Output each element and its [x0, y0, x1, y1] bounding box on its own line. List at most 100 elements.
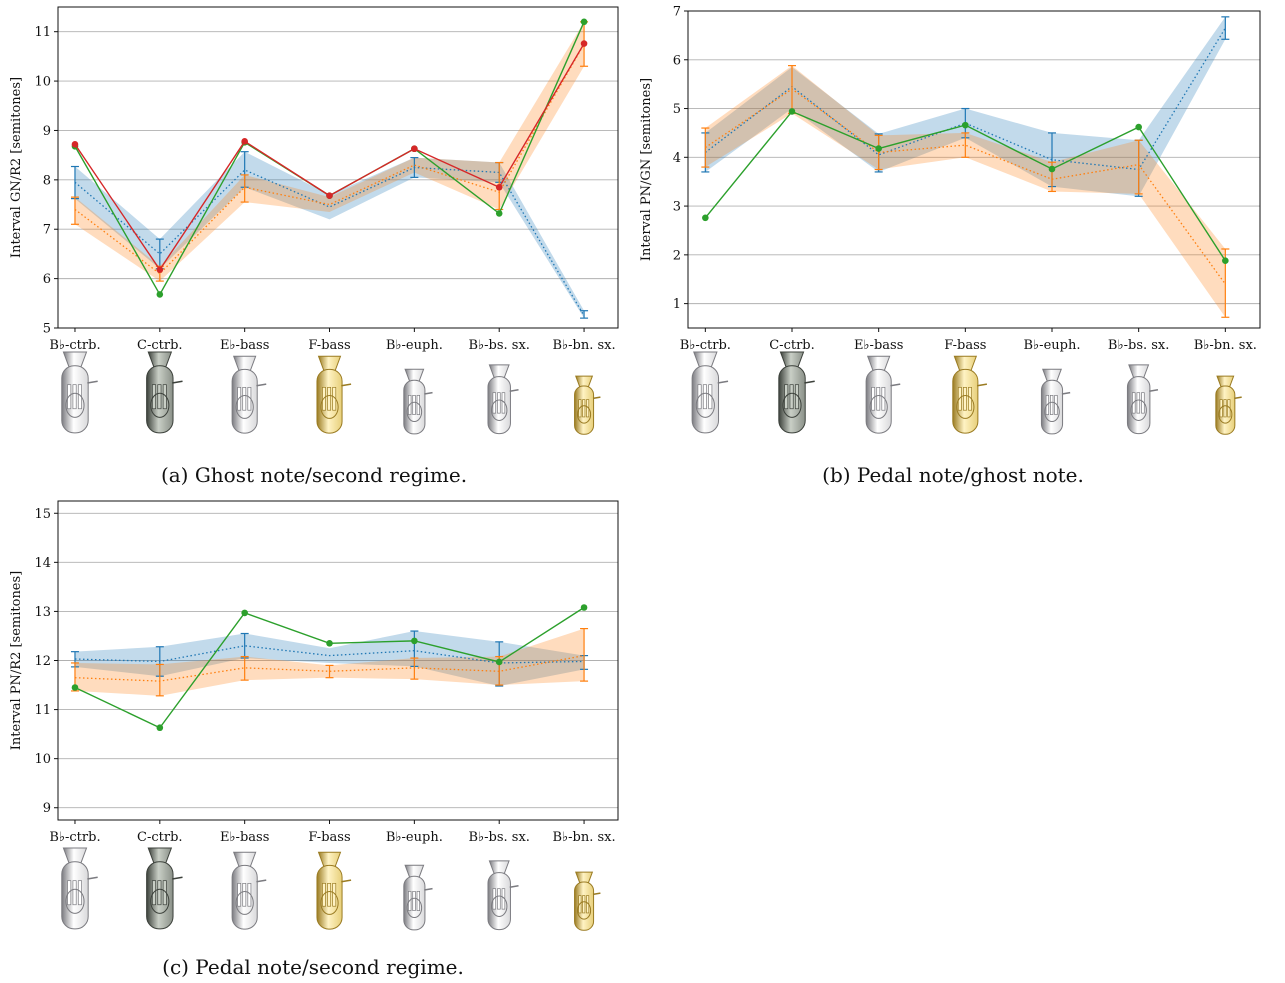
- y-tick-label: 7: [43, 223, 51, 238]
- y-tick-label: 5: [43, 322, 51, 337]
- x-tick-label: B♭-ctrb.: [680, 338, 731, 353]
- data-point: [1135, 123, 1142, 131]
- y-tick-label: 6: [43, 272, 51, 287]
- bb-bass-saxhorn-icon: [487, 364, 519, 435]
- y-tick-label: 1: [673, 297, 681, 312]
- bb-baritone-saxhorn-icon: [1215, 375, 1242, 435]
- data-point: [71, 140, 79, 148]
- plot-frame: [57, 500, 619, 821]
- x-tick-label: B♭-bs. sx.: [1108, 338, 1169, 353]
- data-point: [580, 18, 588, 26]
- bb-euphonium-icon: [1040, 368, 1071, 435]
- chart-panel-c: 9 10 11 12 13 14 15 Interval PN/R2 [semitones] B…: [0, 495, 640, 983]
- chart-panel-a: 5 6 7 8 9 10 11 Interval GN/R2 [semitones] B♭-ct…: [0, 0, 640, 495]
- x-tick-label: E♭-bass: [220, 338, 269, 353]
- data-point: [241, 609, 248, 617]
- y-axis-label: Interval PN/GN [semitones]: [639, 78, 654, 261]
- y-tick-label: 8: [43, 173, 51, 188]
- y-tick-label: 12: [34, 654, 51, 669]
- bb-euphonium-icon: [403, 368, 433, 435]
- x-tick-label: F-bass: [308, 338, 350, 353]
- data-point: [788, 108, 796, 115]
- y-tick-label: 10: [34, 75, 51, 90]
- y-tick-label: 14: [34, 556, 51, 571]
- c-contrabass-tuba-icon: [146, 847, 183, 930]
- x-tick-label: B♭-euph.: [1024, 338, 1081, 353]
- eb-bass-tuba-icon: [231, 355, 267, 434]
- data-point: [702, 214, 709, 222]
- y-tick-label: 11: [34, 25, 51, 40]
- f-bass-tuba-icon: [316, 355, 352, 434]
- x-tick-label: B♭-bn. sx.: [552, 338, 615, 353]
- c-contrabass-tuba-icon: [778, 351, 815, 434]
- data-point: [962, 121, 969, 129]
- data-point: [241, 138, 248, 145]
- x-tick-label: C-ctrb.: [137, 830, 183, 845]
- bb-baritone-saxhorn-icon: [574, 871, 601, 931]
- data-point: [156, 266, 164, 274]
- data-point: [411, 145, 418, 153]
- y-tick-label: 6: [673, 53, 681, 68]
- confidence-band: [74, 631, 585, 687]
- y-tick-label: 15: [34, 507, 51, 522]
- confidence-band: [705, 16, 1226, 197]
- x-tick-label: B♭-bs. sx.: [468, 830, 529, 845]
- y-axis-label: Interval GN/R2 [semitones]: [9, 77, 24, 258]
- y-tick-label: 7: [673, 5, 681, 20]
- y-tick-label: 5: [673, 102, 681, 117]
- bb-contrabass-tuba-icon: [61, 351, 98, 434]
- data-point: [71, 684, 79, 691]
- y-tick-label: 4: [673, 151, 681, 166]
- x-tick-label: B♭-ctrb.: [49, 338, 100, 353]
- c-contrabass-tuba-icon: [146, 351, 183, 434]
- y-tick-label: 2: [673, 248, 681, 263]
- data-point: [495, 210, 503, 217]
- x-tick-label: B♭-bn. sx.: [1194, 338, 1257, 353]
- bb-bass-saxhorn-icon: [1126, 364, 1159, 435]
- caption-a: (a) Ghost note/second regime.: [160, 463, 468, 487]
- bb-bass-saxhorn-icon: [487, 860, 519, 931]
- data-point: [495, 183, 503, 191]
- bb-contrabass-tuba-icon: [61, 847, 98, 930]
- x-tick-label: B♭-bn. sx.: [552, 830, 615, 845]
- chart-svg-a: 5 6 7 8 9 10 11 Interval GN/R2 [semitones] B♭-ct…: [9, 6, 619, 435]
- confidence-band: [74, 151, 585, 319]
- x-tick-label: B♭-ctrb.: [49, 830, 100, 845]
- bb-baritone-saxhorn-icon: [574, 375, 601, 435]
- confidence-band: [74, 21, 585, 282]
- data-point: [156, 724, 164, 732]
- confidence-band: [74, 628, 585, 696]
- y-tick-label: 10: [34, 752, 51, 767]
- y-tick-label: 9: [43, 124, 51, 139]
- confidence-band: [705, 65, 1226, 318]
- caption-b: (b) Pedal note/ghost note.: [822, 463, 1084, 487]
- data-point: [326, 640, 333, 647]
- y-tick-label: 3: [673, 200, 681, 215]
- x-tick-label: E♭-bass: [220, 830, 269, 845]
- plot-frame: [57, 6, 619, 329]
- eb-bass-tuba-icon: [865, 355, 901, 434]
- data-point: [875, 145, 882, 152]
- data-point: [580, 604, 588, 611]
- x-tick-label: F-bass: [308, 830, 350, 845]
- x-tick-label: E♭-bass: [854, 338, 903, 353]
- chart-panel-b: 1 2 3 4 5 6 7 Interval PN/GN [semitones] B♭-ctrb…: [639, 0, 1285, 495]
- data-point: [580, 40, 588, 47]
- x-tick-label: C-ctrb.: [137, 338, 183, 353]
- f-bass-tuba-icon: [316, 851, 352, 930]
- y-axis-label: Interval PN/R2 [semitones]: [9, 571, 24, 751]
- x-tick-label: F-bass: [944, 338, 986, 353]
- x-tick-label: B♭-bs. sx.: [468, 338, 529, 353]
- data-point: [1222, 257, 1229, 264]
- x-tick-label: C-ctrb.: [769, 338, 815, 353]
- data-point: [1048, 165, 1056, 173]
- y-tick-label: 9: [43, 801, 51, 816]
- data-point: [326, 192, 333, 199]
- plot-frame: [687, 10, 1261, 329]
- data-point: [156, 291, 164, 298]
- f-bass-tuba-icon: [952, 355, 988, 434]
- y-tick-label: 11: [34, 703, 51, 718]
- eb-bass-tuba-icon: [231, 851, 267, 930]
- data-point: [411, 637, 418, 645]
- x-tick-label: B♭-euph.: [386, 830, 443, 845]
